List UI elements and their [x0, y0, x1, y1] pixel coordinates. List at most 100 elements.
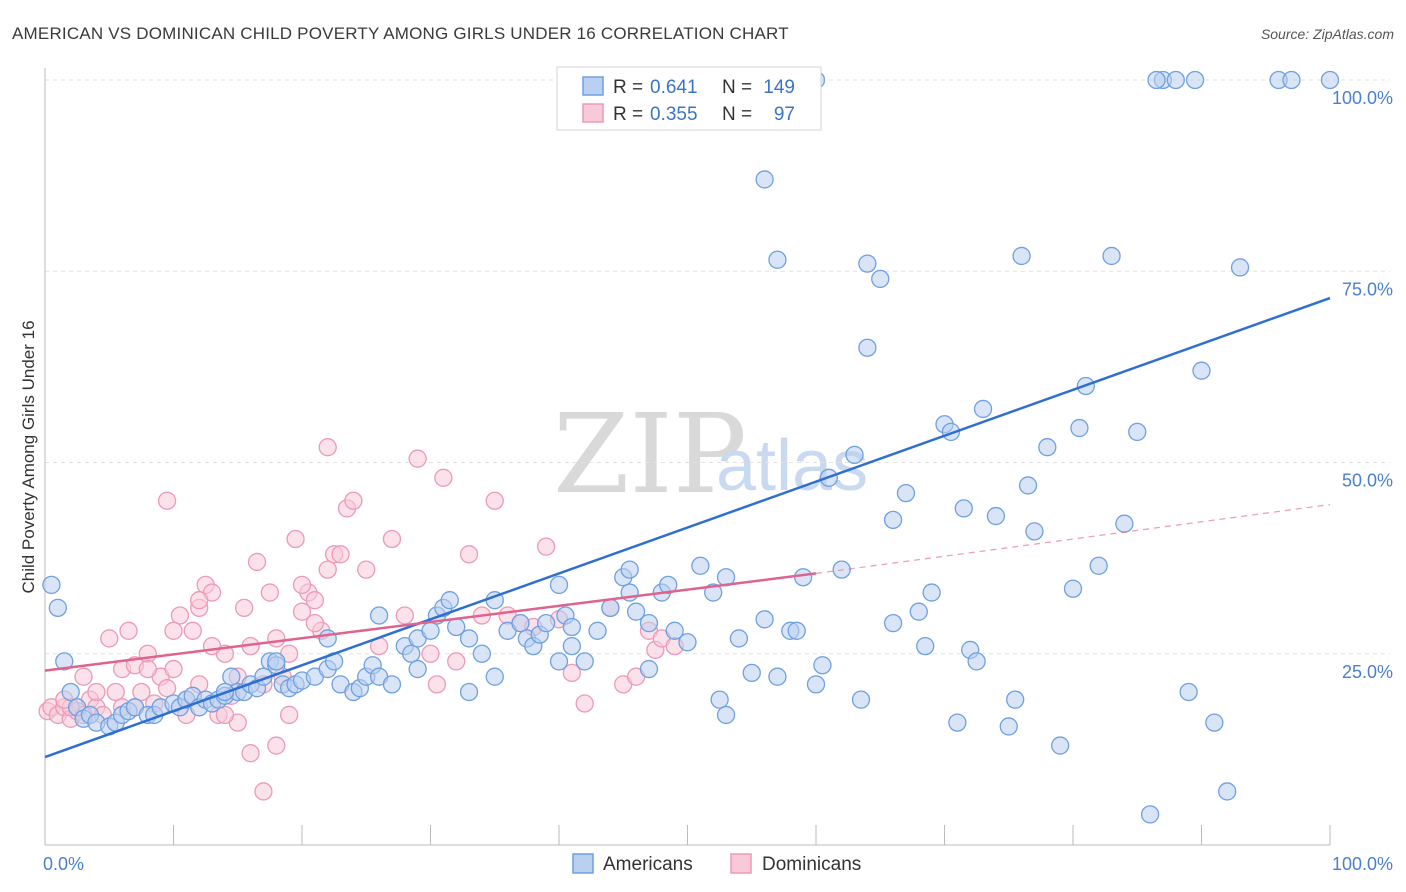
- chart-source: Source: ZipAtlas.com: [1261, 26, 1394, 42]
- point-americans-78: [691, 556, 710, 575]
- point-americans-84: [755, 610, 774, 629]
- point-dominicans-11: [106, 682, 125, 702]
- x-tick-label-end: 100.0%: [1332, 854, 1393, 874]
- point-dominicans-49: [357, 560, 376, 579]
- point-americans-118: [1070, 418, 1089, 438]
- point-dominicans-80: [267, 736, 286, 755]
- point-dominicans-19: [157, 679, 177, 698]
- point-americans-101: [922, 583, 941, 602]
- y-tick-label-1: 50.0%: [1342, 471, 1393, 491]
- legend-n-label-americans: N =: [722, 77, 752, 98]
- point-dominicans-93: [279, 705, 299, 725]
- point-americans-75: [659, 575, 678, 595]
- point-americans-87: [787, 621, 806, 640]
- point-americans-144: [459, 682, 479, 702]
- point-americans-57: [485, 667, 504, 686]
- point-dominicans-21: [170, 606, 190, 625]
- point-dominicans-39: [286, 529, 305, 549]
- point-dominicans-52: [395, 606, 414, 625]
- point-americans-114: [1025, 522, 1044, 541]
- point-americans-152: [318, 629, 337, 648]
- point-americans-48: [402, 644, 421, 663]
- point-dominicans-60: [485, 491, 504, 510]
- point-dominicans-57: [447, 652, 466, 671]
- point-dominicans-15: [132, 682, 151, 702]
- point-americans-116: [1051, 736, 1070, 755]
- point-americans-1: [48, 598, 67, 617]
- point-americans-96: [871, 269, 890, 289]
- point-americans-81: [716, 705, 736, 725]
- point-americans-76: [665, 621, 684, 640]
- point-dominicans-94: [292, 575, 312, 595]
- series-legend: Americans Dominicans: [572, 853, 861, 875]
- point-americans-55: [459, 629, 479, 648]
- point-americans-124: [1140, 805, 1160, 824]
- point-americans-112: [1012, 246, 1031, 266]
- point-dominicans-67: [575, 694, 594, 713]
- point-americans-46: [382, 675, 402, 694]
- trend-line-extension-dominicans: [815, 503, 1331, 575]
- point-americans-107: [967, 652, 986, 671]
- point-americans-95: [858, 338, 877, 357]
- point-dominicans-23: [183, 621, 202, 640]
- y-tick-label-2: 75.0%: [1342, 279, 1393, 299]
- tick-labels: 25.0% 50.0% 75.0% 100.0% 0.0% 100.0%: [43, 88, 1393, 874]
- point-americans-83: [742, 663, 761, 683]
- bottom-legend-swatch-dominicans: [730, 853, 752, 874]
- chart-title: AMERICAN VS DOMINICAN CHILD POVERTY AMON…: [12, 24, 789, 43]
- point-americans-93: [845, 445, 864, 465]
- point-americans-131: [1230, 258, 1250, 277]
- point-americans-128: [1192, 361, 1211, 380]
- point-dominicans-40: [292, 602, 312, 621]
- point-dominicans-48: [344, 491, 363, 510]
- point-americans-99: [909, 602, 928, 621]
- point-dominicans-51: [382, 529, 402, 549]
- point-dominicans-58: [459, 545, 479, 564]
- bottom-legend-label-dominicans: Dominicans: [762, 854, 861, 875]
- point-americans-25: [222, 667, 241, 686]
- correlation-legend: R = 0.641 N = 149 R = 0.355 N = 97: [556, 66, 822, 131]
- legend-r-value-dominicans: 0.355: [650, 104, 698, 125]
- point-dominicans-91: [215, 705, 235, 725]
- point-americans-123: [1128, 422, 1147, 442]
- point-americans-77: [678, 633, 697, 652]
- point-americans-100: [916, 636, 935, 656]
- point-dominicans-44: [318, 438, 337, 457]
- point-americans-89: [806, 675, 826, 694]
- watermark-zip: ZIP: [553, 390, 747, 518]
- point-dominicans-6: [74, 667, 93, 686]
- data-points: [38, 70, 1340, 824]
- x-tick-label-start: 0.0%: [43, 854, 84, 874]
- point-dominicans-75: [157, 491, 177, 510]
- bottom-legend-label-americans: Americans: [603, 854, 693, 875]
- legend-r-label-dominicans: R =: [613, 104, 643, 125]
- point-americans-3: [61, 682, 80, 702]
- point-americans-79: [704, 583, 723, 602]
- point-americans-73: [639, 614, 659, 633]
- point-americans-126: [1166, 70, 1185, 90]
- point-americans-132: [755, 170, 774, 189]
- trend-line-americans: [44, 296, 1331, 759]
- point-dominicans-10: [100, 629, 119, 648]
- point-dominicans-20: [164, 659, 183, 679]
- point-americans-80: [710, 690, 729, 709]
- point-dominicans-46: [331, 545, 350, 564]
- watermark-atlas: atlas: [716, 426, 868, 506]
- point-dominicans-82: [138, 659, 157, 679]
- bottom-legend-swatch-americans: [572, 853, 594, 874]
- point-americans-129: [1205, 713, 1224, 732]
- point-americans-137: [1185, 70, 1205, 90]
- point-dominicans-78: [241, 744, 260, 763]
- trend-lines: [44, 296, 1331, 759]
- legend-swatch-americans: [582, 76, 604, 96]
- gridlines: [45, 79, 1390, 655]
- legend-n-value-dominicans: 97: [774, 104, 795, 125]
- point-americans-104: [948, 713, 967, 732]
- point-americans-115: [1038, 438, 1057, 457]
- legend-swatch-dominicans: [582, 103, 604, 123]
- point-americans-139: [1282, 70, 1301, 90]
- point-americans-97: [883, 510, 903, 530]
- legend-r-value-americans: 0.641: [650, 77, 698, 98]
- point-americans-56: [472, 644, 492, 663]
